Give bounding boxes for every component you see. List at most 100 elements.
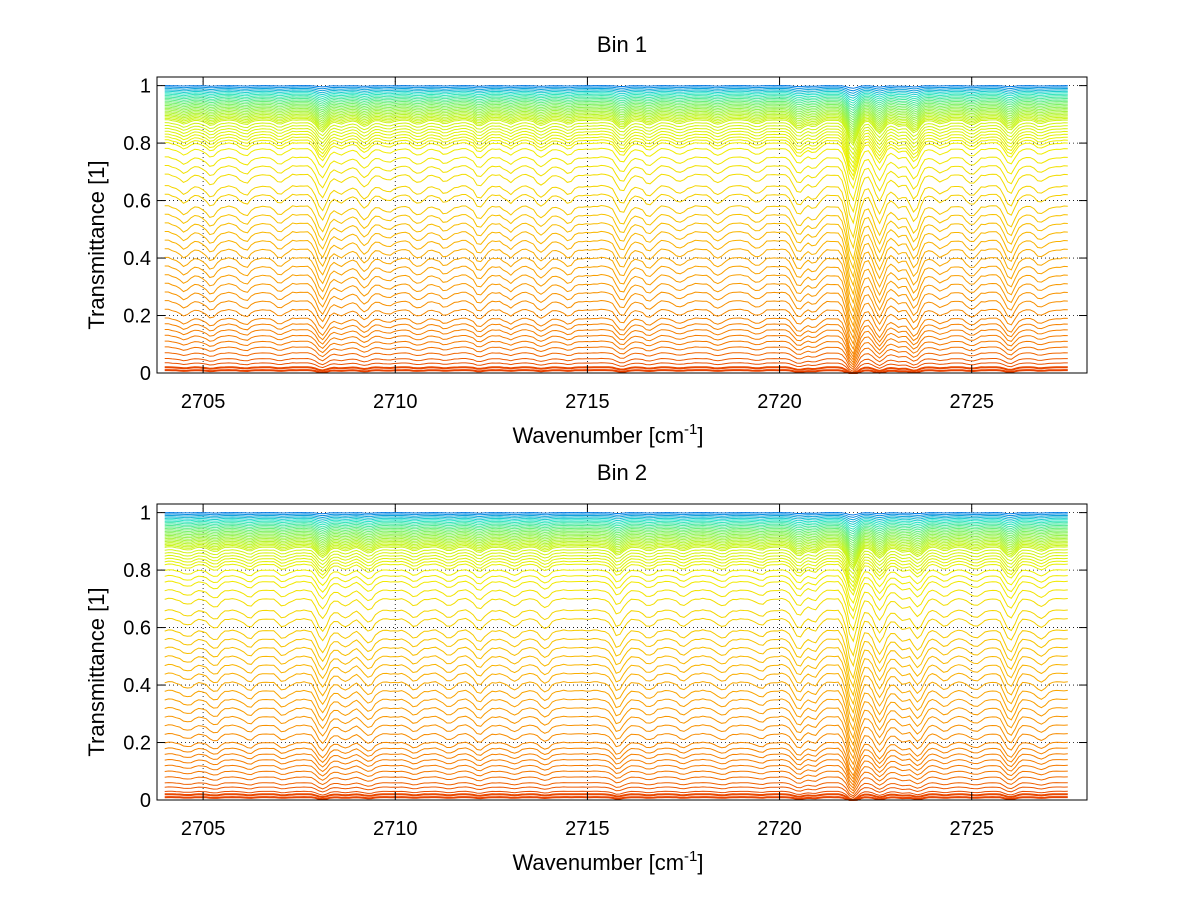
series-line bbox=[164, 698, 1068, 747]
series-line bbox=[164, 97, 1068, 112]
series-line bbox=[164, 273, 1068, 328]
series-line bbox=[164, 282, 1068, 334]
series-line bbox=[164, 560, 1068, 592]
series-line bbox=[164, 114, 1068, 140]
series-line bbox=[164, 299, 1068, 346]
series-line bbox=[164, 574, 1068, 613]
series-line bbox=[164, 747, 1068, 780]
series-line bbox=[164, 119, 1068, 147]
series-line bbox=[164, 116, 1068, 142]
y-tick-label: 0 bbox=[140, 363, 151, 385]
series-line bbox=[164, 85, 1068, 89]
x-axis-label: Wavenumber [cm-1] bbox=[512, 848, 703, 875]
series-line bbox=[164, 136, 1068, 173]
series-line bbox=[164, 529, 1068, 544]
y-tick-label: 0.6 bbox=[123, 191, 151, 213]
series-line bbox=[164, 569, 1068, 605]
y-axis-label: Transmittance [1] bbox=[84, 160, 109, 329]
series-line bbox=[164, 213, 1068, 270]
series-line bbox=[164, 230, 1068, 288]
series-line bbox=[164, 540, 1068, 562]
series-line bbox=[164, 724, 1068, 766]
series-line bbox=[164, 164, 1068, 214]
series-line bbox=[164, 357, 1068, 373]
series-line bbox=[164, 786, 1068, 799]
axes-frame bbox=[156, 503, 1088, 801]
panel-bin-1: Bin 1 2705 2710 2715 2720 2725 0 0.2 0.4 0.6 0.8 1… bbox=[84, 32, 1088, 448]
x-axis-label: Wavenumber [cm-1] bbox=[512, 421, 703, 448]
series-line bbox=[164, 147, 1068, 190]
series-line bbox=[164, 549, 1068, 575]
panel-title: Bin 1 bbox=[597, 32, 647, 57]
x-tick-label: 2705 bbox=[181, 818, 226, 840]
series-line bbox=[164, 533, 1068, 551]
series-line bbox=[164, 557, 1068, 588]
series-line bbox=[164, 103, 1068, 121]
tick-group: 2705 2710 2715 2720 2725 0 0.2 0.4 0.6 0.8 1 bbox=[123, 76, 1087, 413]
series-line bbox=[164, 514, 1068, 521]
series-line bbox=[164, 89, 1068, 97]
series-line bbox=[164, 92, 1068, 102]
series-line bbox=[164, 369, 1068, 374]
x-tick-label: 2715 bbox=[565, 818, 610, 840]
series-group bbox=[164, 512, 1068, 802]
panel-title: Bin 2 bbox=[597, 460, 647, 485]
series-line bbox=[164, 104, 1068, 124]
series-line bbox=[164, 334, 1068, 364]
series-line bbox=[164, 94, 1068, 107]
series-line bbox=[164, 597, 1068, 643]
series-line bbox=[164, 793, 1068, 802]
series-line bbox=[164, 184, 1068, 239]
y-tick-label: 0.8 bbox=[123, 133, 151, 155]
series-line bbox=[164, 317, 1068, 355]
series-line bbox=[164, 173, 1068, 225]
series-line bbox=[164, 663, 1068, 715]
series-line bbox=[164, 204, 1068, 262]
series-line bbox=[164, 790, 1068, 800]
series-line bbox=[164, 90, 1068, 99]
series-line bbox=[164, 130, 1068, 164]
series-line bbox=[164, 366, 1068, 375]
series-line bbox=[164, 291, 1068, 340]
series-line bbox=[164, 156, 1068, 202]
series-line bbox=[164, 99, 1068, 114]
series-line bbox=[164, 86, 1068, 92]
y-tick-label: 0.8 bbox=[123, 560, 151, 582]
series-line bbox=[164, 102, 1068, 119]
series-line bbox=[164, 536, 1068, 556]
series-line bbox=[164, 732, 1068, 772]
series-line bbox=[164, 519, 1068, 528]
series-line bbox=[164, 524, 1068, 537]
y-tick-label: 0.4 bbox=[123, 675, 151, 697]
series-line bbox=[164, 308, 1068, 351]
series-line bbox=[164, 534, 1068, 553]
series-line bbox=[164, 541, 1068, 564]
y-tick-label: 1 bbox=[140, 76, 151, 98]
series-line bbox=[164, 770, 1068, 792]
series-line bbox=[164, 544, 1068, 569]
series-line bbox=[164, 107, 1068, 128]
series-line bbox=[164, 764, 1068, 789]
series-line bbox=[164, 637, 1068, 689]
series-line bbox=[164, 589, 1068, 632]
series-line bbox=[164, 526, 1068, 540]
series-line bbox=[164, 609, 1068, 657]
series-line bbox=[164, 672, 1068, 723]
series-line bbox=[164, 546, 1068, 571]
series-line bbox=[164, 543, 1068, 567]
y-tick-label: 0.4 bbox=[123, 248, 151, 270]
series-line bbox=[164, 265, 1068, 321]
series-line bbox=[164, 655, 1068, 706]
series-line bbox=[164, 539, 1068, 560]
x-tick-label: 2725 bbox=[949, 818, 994, 840]
series-line bbox=[164, 554, 1068, 584]
series-line bbox=[164, 127, 1068, 160]
series-line bbox=[164, 646, 1068, 697]
series-line bbox=[164, 617, 1068, 668]
tick-group: 2705 2710 2715 2720 2725 0 0.2 0.4 0.6 0.8 1 bbox=[123, 503, 1087, 840]
x-tick-label: 2705 bbox=[181, 391, 226, 413]
series-line bbox=[164, 193, 1068, 250]
series-line bbox=[164, 530, 1068, 546]
series-line bbox=[164, 512, 1068, 516]
